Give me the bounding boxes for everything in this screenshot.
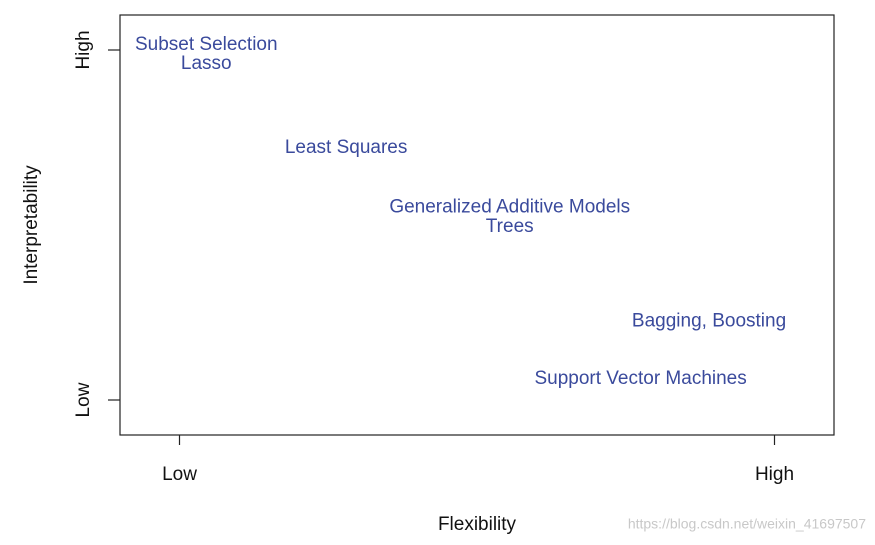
plot-frame bbox=[119, 14, 835, 436]
method-label: Least Squares bbox=[285, 137, 408, 158]
method-label: Lasso bbox=[181, 53, 232, 74]
method-label: Bagging, Boosting bbox=[632, 310, 786, 331]
method-label: Support Vector Machines bbox=[534, 368, 746, 389]
y-tick-label: Low bbox=[73, 382, 94, 417]
x-tick-label: Low bbox=[162, 464, 197, 485]
method-label: Trees bbox=[486, 216, 534, 237]
method-label: Subset Selection bbox=[135, 34, 278, 55]
method-label: Generalized Additive Models bbox=[389, 197, 630, 218]
y-axis-label: Interpretability bbox=[21, 165, 42, 285]
x-tick-label: High bbox=[755, 464, 794, 485]
watermark: https://blog.csdn.net/weixin_41697507 bbox=[628, 516, 866, 532]
y-tick-label: High bbox=[73, 30, 94, 69]
x-axis-label: Flexibility bbox=[438, 514, 517, 535]
